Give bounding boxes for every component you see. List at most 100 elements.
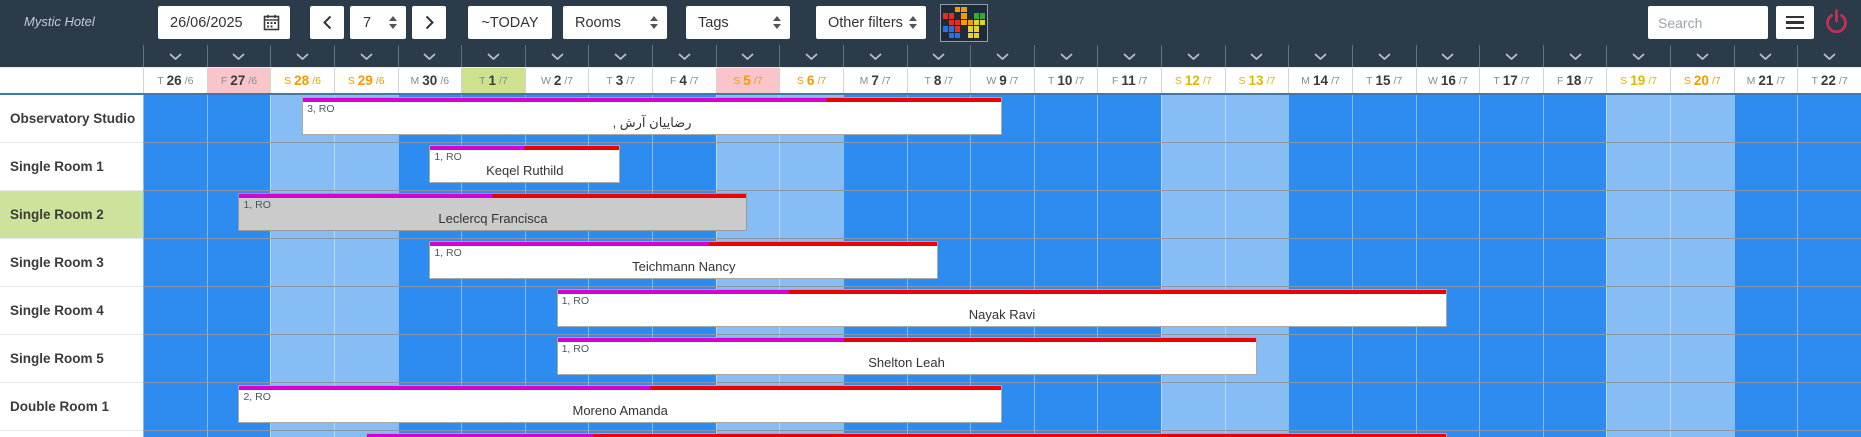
column-menu-chevron[interactable]: [1479, 45, 1543, 67]
grid-cell[interactable]: [715, 143, 780, 190]
date-column-header[interactable]: F 11/7: [1097, 68, 1161, 93]
grid-cell[interactable]: [1033, 191, 1098, 238]
column-menu-chevron[interactable]: [524, 45, 589, 67]
grid-cell[interactable]: [206, 431, 271, 437]
grid-cell[interactable]: [1606, 95, 1670, 142]
date-column-header[interactable]: T 3/7: [588, 68, 652, 93]
grid-cell[interactable]: [1670, 431, 1734, 437]
grid-cell[interactable]: [1542, 335, 1607, 382]
grid-cell[interactable]: [842, 143, 907, 190]
column-menu-chevron[interactable]: [1415, 45, 1480, 67]
grid-cell[interactable]: [1351, 335, 1416, 382]
column-menu-chevron[interactable]: [652, 45, 716, 67]
grid-cell[interactable]: [1606, 431, 1670, 437]
grid-cell[interactable]: [143, 287, 207, 334]
grid-cell[interactable]: [1033, 383, 1098, 430]
grid-cell[interactable]: [1797, 143, 1861, 190]
booking[interactable]: 2, RO Moreno Amanda: [238, 385, 1002, 423]
column-menu-chevron[interactable]: [1097, 45, 1161, 67]
grid-cell[interactable]: [1670, 191, 1734, 238]
grid-cell[interactable]: [397, 287, 462, 334]
grid-cell[interactable]: [906, 191, 971, 238]
grid-cell[interactable]: [1351, 191, 1416, 238]
column-menu-chevron[interactable]: [779, 45, 843, 67]
date-column-header[interactable]: T 10/7: [1033, 68, 1098, 93]
grid-cell[interactable]: [1288, 335, 1352, 382]
booking[interactable]: 1, RO Keqel Ruthild: [429, 145, 621, 183]
search-input[interactable]: [1648, 6, 1768, 39]
column-menu-chevron[interactable]: [842, 45, 907, 67]
grid-cell[interactable]: [1351, 95, 1416, 142]
grid-cell[interactable]: [1161, 191, 1225, 238]
grid-cell[interactable]: [1479, 287, 1543, 334]
grid-cell[interactable]: [206, 239, 271, 286]
date-column-header[interactable]: S 12/7: [1161, 68, 1225, 93]
grid-cell[interactable]: [1288, 143, 1352, 190]
menu-button[interactable]: [1776, 6, 1814, 39]
grid-cell[interactable]: [333, 431, 398, 437]
grid-cell[interactable]: [1479, 239, 1543, 286]
grid-cell[interactable]: [1351, 143, 1416, 190]
grid-cell[interactable]: [270, 335, 334, 382]
grid-cell[interactable]: [333, 239, 398, 286]
grid-cell[interactable]: [1542, 143, 1607, 190]
room-label[interactable]: Single Room 3: [0, 239, 143, 287]
date-column-header[interactable]: T 17/7: [1479, 68, 1543, 93]
rooms-filter-select[interactable]: Rooms: [563, 6, 667, 39]
grid-cell[interactable]: [461, 287, 525, 334]
date-column-header[interactable]: S 6/7: [779, 68, 843, 93]
grid-cell[interactable]: [906, 143, 971, 190]
column-menu-chevron[interactable]: [715, 45, 780, 67]
grid-cell[interactable]: [1288, 191, 1352, 238]
grid-cell[interactable]: [1097, 191, 1161, 238]
date-column-header[interactable]: W 9/7: [970, 68, 1034, 93]
grid-cell[interactable]: [1542, 287, 1607, 334]
room-label[interactable]: Observatory Studio: [0, 95, 143, 143]
date-column-header[interactable]: T 8/7: [906, 68, 971, 93]
grid-cell[interactable]: [779, 191, 843, 238]
column-menu-chevron[interactable]: [397, 45, 462, 67]
tags-filter-select[interactable]: Tags: [686, 6, 790, 39]
grid-cell[interactable]: [1670, 383, 1734, 430]
room-label[interactable]: Single Room 1: [0, 143, 143, 191]
grid-cell[interactable]: [1797, 383, 1861, 430]
booking[interactable]: 1, RO Teichmann Nancy: [429, 241, 939, 279]
grid-cell[interactable]: [1606, 191, 1670, 238]
grid-cell[interactable]: [206, 95, 271, 142]
grid-cell[interactable]: [1733, 335, 1798, 382]
grid-cell[interactable]: [206, 335, 271, 382]
grid-cell[interactable]: [1224, 383, 1289, 430]
booking[interactable]: 1, RO Shelton Leah: [556, 337, 1257, 375]
grid-cell[interactable]: [1542, 191, 1607, 238]
date-column-header[interactable]: S 20/7: [1670, 68, 1734, 93]
grid-cell[interactable]: [143, 335, 207, 382]
grid-cell[interactable]: [1479, 191, 1543, 238]
days-count-spinner[interactable]: 7: [350, 6, 406, 39]
other-filters-select[interactable]: Other filters: [816, 6, 926, 39]
grid-cell[interactable]: [970, 239, 1034, 286]
column-menu-chevron[interactable]: [1733, 45, 1798, 67]
grid-cell[interactable]: [1224, 95, 1289, 142]
grid-cell[interactable]: [333, 143, 398, 190]
date-column-header[interactable]: S 28/6: [270, 68, 334, 93]
grid-cell[interactable]: [1797, 191, 1861, 238]
grid-cell[interactable]: [1670, 143, 1734, 190]
today-button[interactable]: ~TODAY: [468, 6, 552, 39]
grid-cell[interactable]: [143, 383, 207, 430]
grid-cell[interactable]: [1733, 383, 1798, 430]
grid-cell[interactable]: [1479, 383, 1543, 430]
prev-button[interactable]: [310, 6, 344, 39]
grid-cell[interactable]: [842, 191, 907, 238]
grid-cell[interactable]: [970, 143, 1034, 190]
column-menu-chevron[interactable]: [1797, 45, 1861, 67]
grid-cell[interactable]: [1415, 143, 1480, 190]
column-menu-chevron[interactable]: [1542, 45, 1607, 67]
grid-cell[interactable]: [1733, 287, 1798, 334]
grid-cell[interactable]: [270, 287, 334, 334]
grid-cell[interactable]: [1161, 383, 1225, 430]
grid-cell[interactable]: [333, 335, 398, 382]
grid-cell[interactable]: [1733, 239, 1798, 286]
grid-cell[interactable]: [1033, 95, 1098, 142]
grid-cell[interactable]: [461, 335, 525, 382]
room-label[interactable]: Double Room 1: [0, 383, 143, 431]
